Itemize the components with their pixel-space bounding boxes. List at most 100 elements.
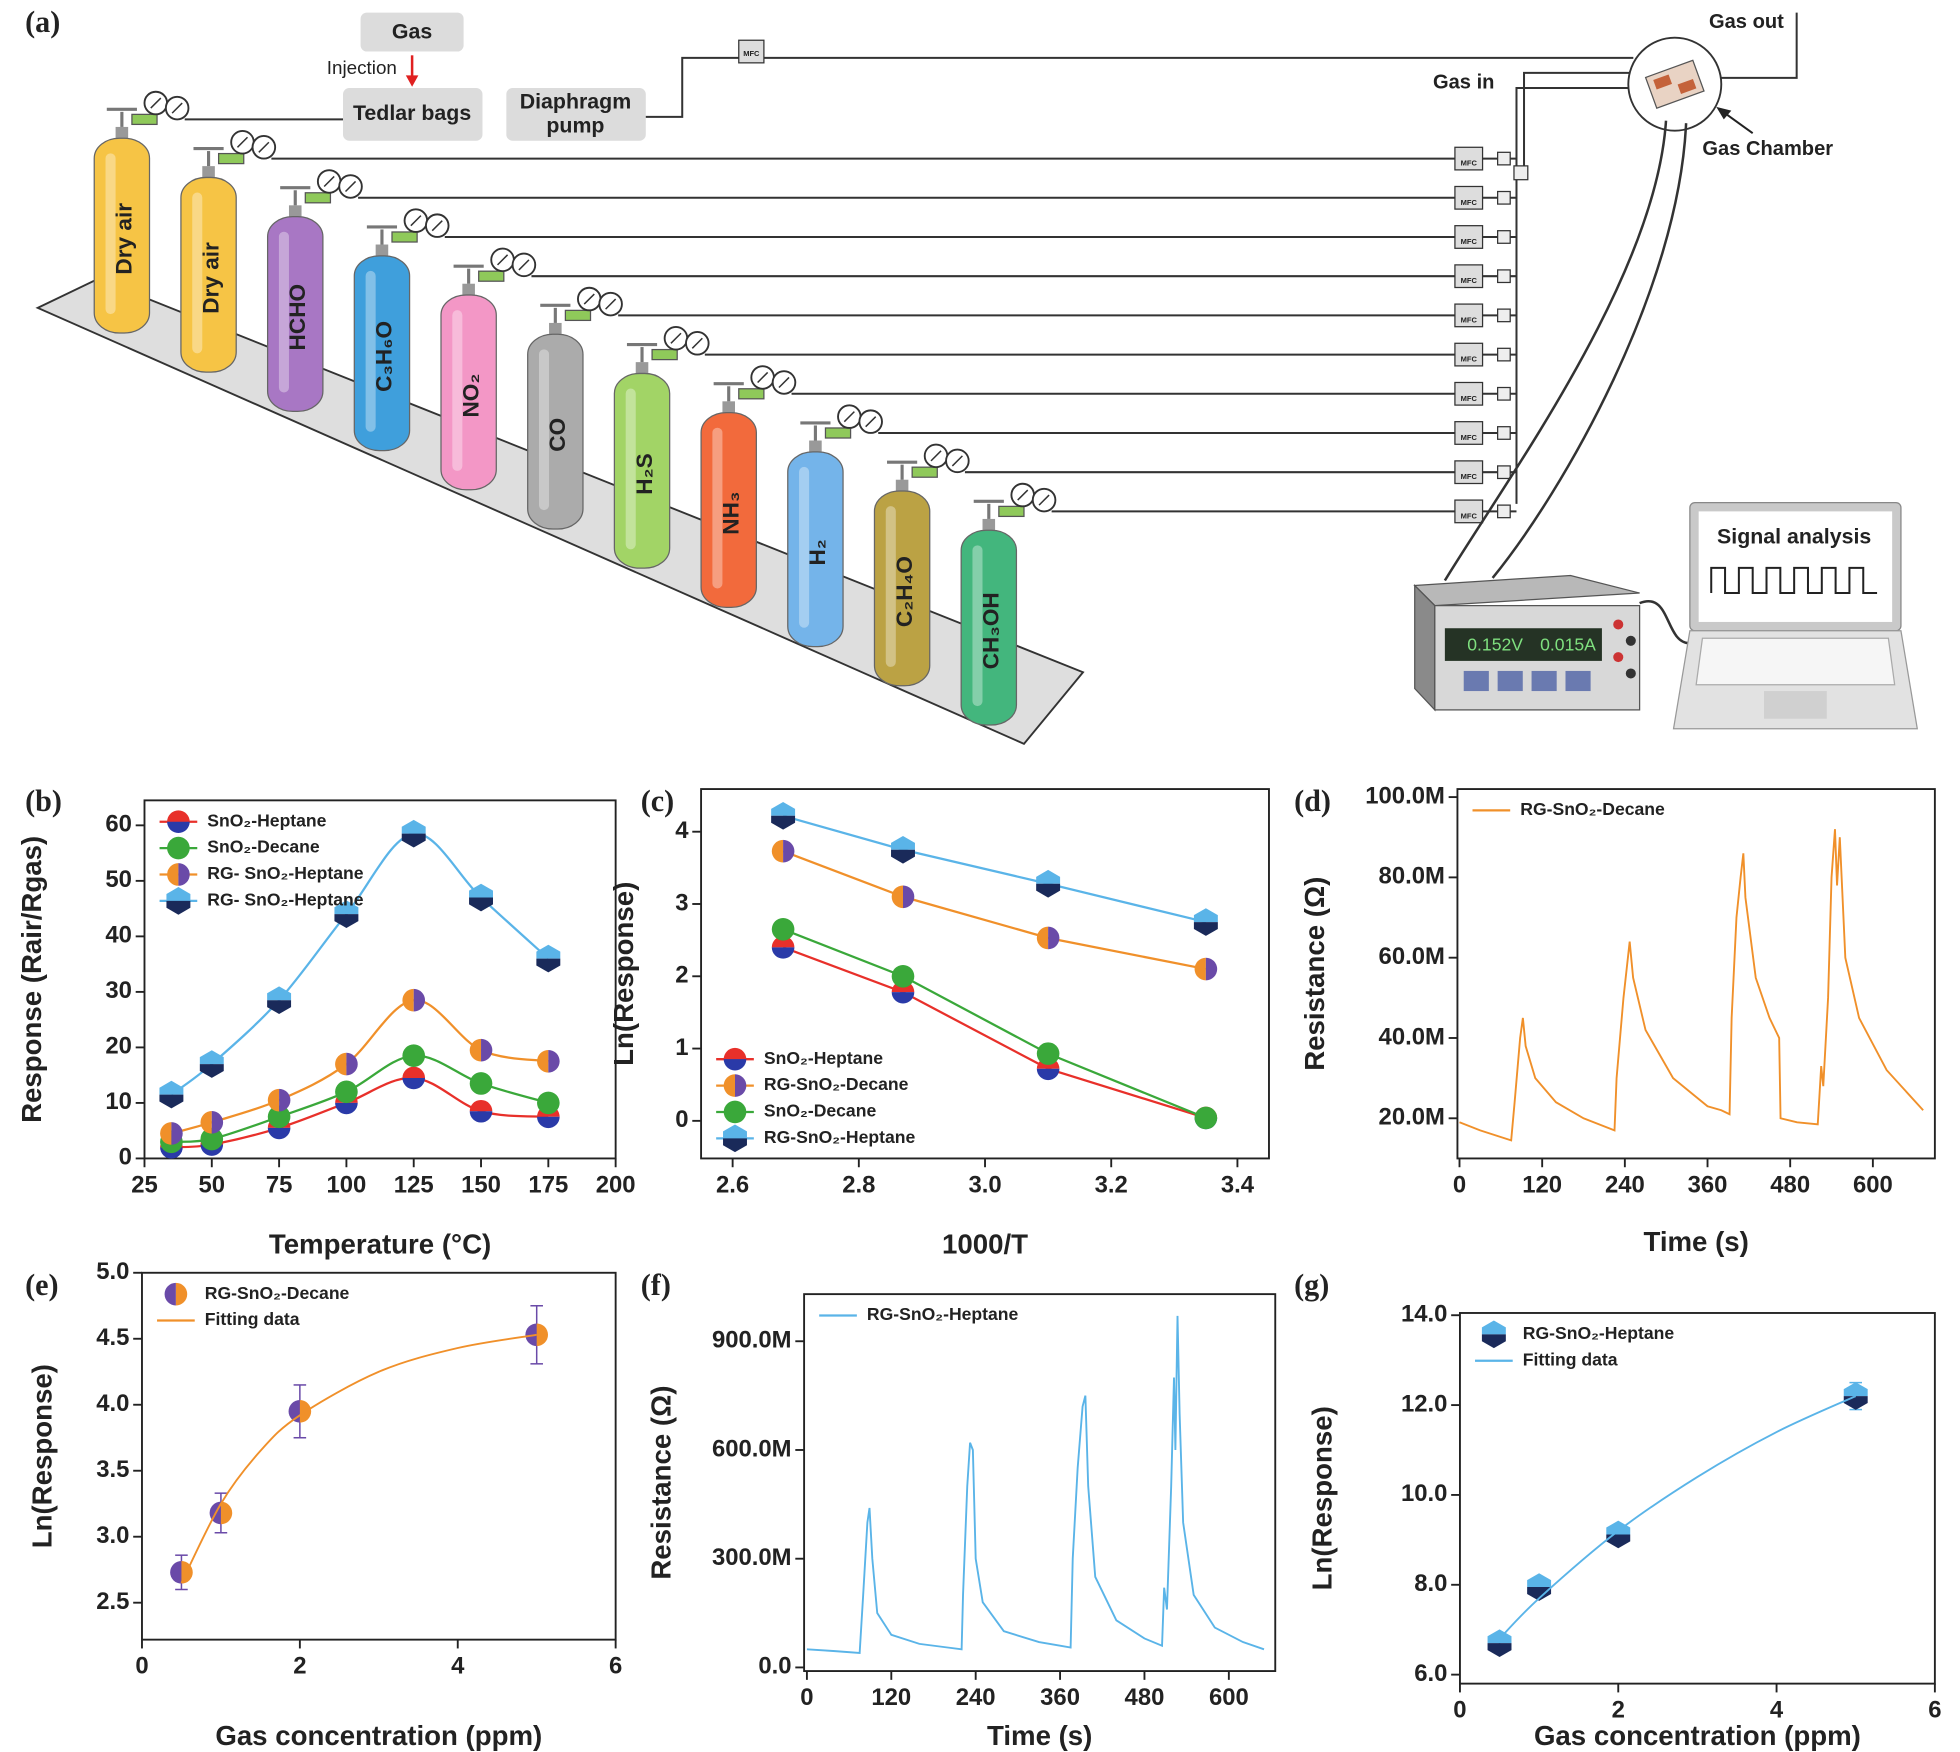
series-line xyxy=(782,850,1207,971)
marker-part xyxy=(1487,1643,1512,1658)
marker xyxy=(537,1049,560,1073)
cylinder-highlight xyxy=(452,310,463,471)
button-row xyxy=(1531,670,1557,692)
marker-part xyxy=(170,1561,182,1584)
marker-part xyxy=(723,1138,747,1153)
legend-label: SnO₂-Decane xyxy=(764,1101,877,1121)
y-tick-label: 3.0 xyxy=(96,1522,129,1549)
cylinder-label: C₂H₄O xyxy=(892,556,917,627)
marker-part xyxy=(537,1091,560,1115)
marker xyxy=(200,1111,224,1134)
cylinder xyxy=(527,333,584,530)
mfc-label: MFC xyxy=(1461,355,1478,364)
pipe xyxy=(1718,12,1798,79)
cylinder-label: CH₃OH xyxy=(979,592,1004,669)
series-line xyxy=(782,946,1207,1120)
x-tick-label: 2 xyxy=(1612,1697,1625,1724)
marker-part xyxy=(1527,1587,1552,1601)
marker xyxy=(469,1038,493,1062)
button-row xyxy=(1463,670,1489,692)
legend-label: RG-SnO₂-Decane xyxy=(1520,799,1665,819)
y-tick-label: 0 xyxy=(119,1144,132,1171)
marker-part xyxy=(1481,1334,1506,1349)
panel-label: (e) xyxy=(25,1268,58,1302)
pipe xyxy=(645,56,1634,118)
gauge-needle xyxy=(236,136,249,148)
regulator xyxy=(911,466,938,478)
cylinder-highlight xyxy=(799,466,810,628)
marker xyxy=(891,885,915,909)
gas-out-label: Gas out xyxy=(1709,11,1784,33)
knob xyxy=(1613,652,1624,663)
marker xyxy=(267,1105,291,1129)
y-tick-label: 3 xyxy=(675,889,688,916)
marker-part xyxy=(200,1127,224,1151)
x-tick-label: 480 xyxy=(1770,1171,1810,1198)
y-tick-label: 6.0 xyxy=(1414,1660,1447,1687)
x-tick-label: 0 xyxy=(800,1684,813,1711)
marker-part xyxy=(279,1088,291,1112)
plot-frame xyxy=(1456,788,1936,1160)
marker-part xyxy=(167,863,179,886)
mfc-label: MFC xyxy=(1461,198,1478,207)
cylinder-highlight xyxy=(885,506,896,667)
y-tick-label: 40 xyxy=(105,922,132,949)
regulator xyxy=(131,113,158,126)
marker xyxy=(402,1066,426,1090)
regulator xyxy=(824,427,852,439)
power-side xyxy=(1414,584,1436,712)
valve xyxy=(1497,190,1511,205)
gas-in-label: Gas in xyxy=(1433,71,1494,93)
knob xyxy=(1625,635,1636,646)
valve xyxy=(1497,230,1511,244)
y-tick-label: 5.0 xyxy=(96,1258,129,1285)
marker xyxy=(1036,926,1060,950)
gauge-needle xyxy=(171,102,183,114)
marker-part xyxy=(178,863,190,886)
marker-part xyxy=(175,1282,188,1306)
marker-part xyxy=(1194,1106,1218,1130)
pipe xyxy=(1515,86,1634,504)
regulator xyxy=(217,152,245,165)
marker xyxy=(402,988,426,1012)
mfc-label: MFC xyxy=(1461,394,1478,403)
cable xyxy=(1639,599,1691,645)
marker-part xyxy=(723,1074,735,1097)
marker-part xyxy=(1036,1068,1060,1081)
marker xyxy=(199,1050,224,1078)
marker-part xyxy=(723,1100,747,1124)
marker xyxy=(1481,1320,1506,1349)
y-axis-label: Resistance (Ω) xyxy=(646,1386,677,1580)
signal-label: Signal analysis xyxy=(1717,524,1871,548)
marker-part xyxy=(401,833,426,848)
cylinder xyxy=(960,529,1018,726)
regulator xyxy=(738,388,765,400)
gauge-needle xyxy=(323,175,335,188)
y-tick-label: 2 xyxy=(675,962,688,989)
y-axis-label: Ln(Response) xyxy=(608,882,639,1066)
marker-part xyxy=(469,883,493,898)
y-tick-label: 4.0 xyxy=(96,1390,129,1417)
marker-part xyxy=(891,885,903,909)
marker-part xyxy=(166,900,191,915)
marker-part xyxy=(164,1282,176,1306)
x-tick-label: 360 xyxy=(1040,1684,1080,1711)
legend-label: Fitting data xyxy=(1523,1349,1618,1369)
x-tick-label: 360 xyxy=(1688,1171,1728,1198)
marker-part xyxy=(402,1044,426,1068)
gauge-needle xyxy=(757,371,769,384)
regulator xyxy=(998,505,1025,518)
y-tick-label: 0 xyxy=(675,1106,688,1133)
marker xyxy=(1487,1629,1512,1658)
injection-label: Injection xyxy=(327,57,397,78)
panel-label: (d) xyxy=(1294,784,1331,818)
gauge-needle xyxy=(670,332,682,344)
x-tick-label: 50 xyxy=(199,1171,226,1198)
marker xyxy=(166,887,191,915)
marker-part xyxy=(783,839,795,863)
x-tick-label: 4 xyxy=(451,1653,465,1680)
mfc-label: MFC xyxy=(1461,472,1478,481)
marker-part xyxy=(167,821,190,834)
cylinder xyxy=(700,412,757,609)
